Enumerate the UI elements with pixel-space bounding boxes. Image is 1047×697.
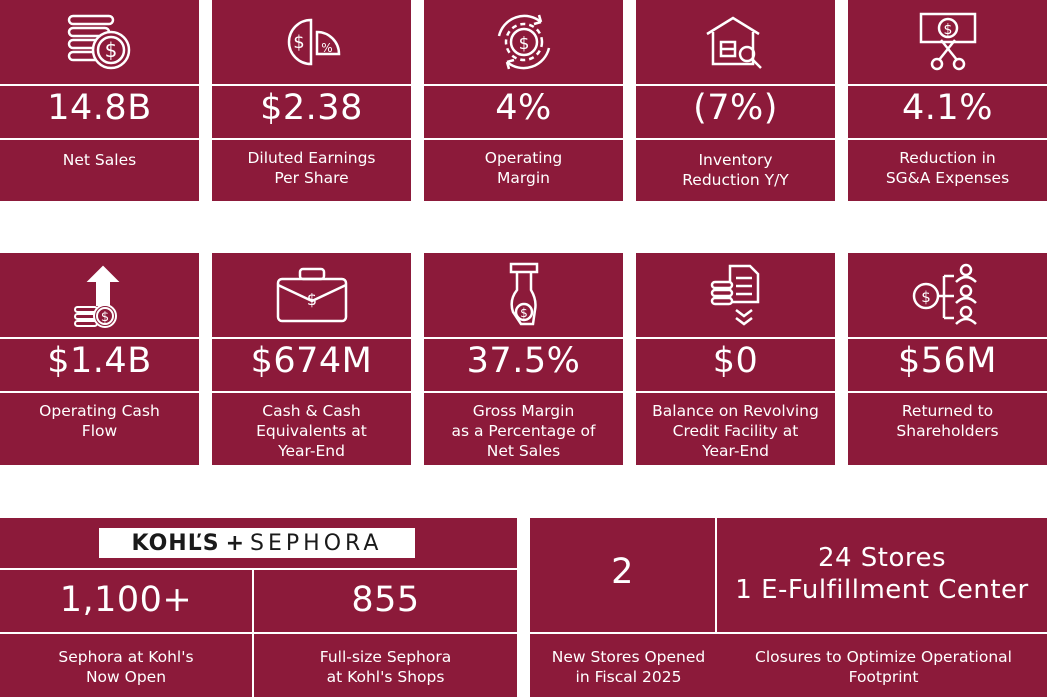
sga-reduction-label: Reduction in SG&A Expenses: [885, 149, 1010, 187]
net-sales-value: 14.8B: [47, 88, 152, 128]
scissors-cash-icon: $: [848, 0, 1047, 84]
revolving-credit-label: Balance on Revolving Credit Facility at …: [652, 402, 819, 460]
gross-margin-card: $ 37.5% Gross Margin as a Percentage of …: [424, 253, 623, 465]
closures-label: Closures to Optimize Operational Footpri…: [755, 648, 1012, 686]
svg-text:$: $: [943, 22, 952, 38]
returned-shareholders-label: Returned to Shareholders: [896, 402, 999, 440]
sephora-logo-text: SEPHORA: [250, 530, 383, 556]
svg-text:$: $: [104, 38, 117, 62]
coins-document-icon: [636, 253, 835, 337]
coins-dollar-icon: $: [0, 0, 199, 84]
revolving-credit-value: $0: [712, 341, 759, 381]
new-stores-label: New Stores Opened in Fiscal 2025: [551, 648, 706, 686]
sephora-shops-value: 855: [351, 580, 420, 620]
sephora-shops-label: Full-size Sephora at Kohl's Shops: [319, 648, 452, 686]
revolving-credit-card: $0 Balance on Revolving Credit Facility …: [636, 253, 835, 465]
svg-text:$: $: [306, 290, 316, 309]
hand-dollar-icon: $: [424, 253, 623, 337]
svg-text:$: $: [518, 34, 529, 54]
operating-cash-flow-card: $ $1.4B Operating Cash Flow: [0, 253, 199, 465]
svg-text:$: $: [293, 32, 304, 53]
inventory-reduction-value: (7%): [693, 88, 778, 128]
dollar-percent-pie-icon: $ %: [212, 0, 411, 84]
sephora-count-value: 1,100+: [59, 580, 193, 620]
sephora-count-label: Sephora at Kohl's Now Open: [58, 648, 194, 686]
returned-shareholders-card: $ $56M Returned to Shareholders: [848, 253, 1047, 465]
diluted-eps-card: $ % $2.38 Diluted Earnings Per Share: [212, 0, 411, 201]
operating-margin-value: 4%: [495, 88, 552, 128]
operating-margin-card: $ 4% Operating Margin: [424, 0, 623, 201]
operating-cash-flow-value: $1.4B: [47, 341, 152, 381]
svg-text:$: $: [921, 288, 931, 306]
operating-cash-flow-label: Operating Cash Flow: [39, 402, 160, 440]
sga-reduction-card: $ 4.1% Reduction in SG&A Expenses: [848, 0, 1047, 201]
diluted-eps-value: $2.38: [260, 88, 363, 128]
kohls-sephora-logo: KOHĽS + SEPHORA: [99, 528, 415, 558]
sga-reduction-value: 4.1%: [902, 88, 993, 128]
kohls-logo-text: KOHĽS: [131, 530, 220, 556]
svg-text:$: $: [520, 306, 528, 320]
closures-value: 24 Stores 1 E-Fulfillment Center: [735, 543, 1029, 605]
operating-margin-label: Operating Margin: [484, 149, 563, 187]
gross-margin-label: Gross Margin as a Percentage of Net Sale…: [451, 402, 596, 460]
stores-panel: 2 24 Stores 1 E-Fulfillment Center New S…: [530, 518, 1047, 697]
diluted-eps-label: Diluted Earnings Per Share: [247, 149, 376, 187]
svg-text:$: $: [100, 310, 108, 325]
warehouse-search-icon: [636, 0, 835, 84]
briefcase-dollar-icon: $: [212, 253, 411, 337]
dollar-shareholders-icon: $: [848, 253, 1047, 337]
net-sales-card: $ 14.8B Net Sales: [0, 0, 199, 201]
returned-shareholders-value: $56M: [897, 341, 997, 381]
inventory-reduction-card: (7%) Inventory Reduction Y/Y: [636, 0, 835, 201]
net-sales-label: Net Sales: [62, 151, 137, 169]
dollar-gear-cycle-icon: $: [424, 0, 623, 84]
gross-margin-value: 37.5%: [466, 341, 581, 381]
cash-equivalents-value: $674M: [250, 341, 373, 381]
svg-text:%: %: [321, 41, 332, 55]
logo-plus: +: [225, 530, 245, 556]
coins-arrow-up-icon: $: [0, 253, 199, 337]
inventory-reduction-label: Inventory Reduction Y/Y: [682, 151, 789, 189]
cash-equivalents-card: $ $674M Cash & Cash Equivalents at Year-…: [212, 253, 411, 465]
new-stores-value: 2: [611, 552, 634, 592]
cash-equivalents-label: Cash & Cash Equivalents at Year-End: [256, 402, 367, 460]
